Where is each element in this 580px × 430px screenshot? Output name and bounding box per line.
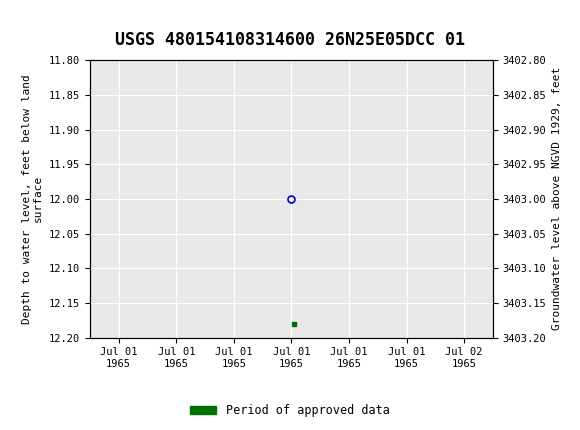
Y-axis label: Depth to water level, feet below land
surface: Depth to water level, feet below land su…	[22, 74, 44, 324]
Legend: Period of approved data: Period of approved data	[186, 399, 394, 422]
Y-axis label: Groundwater level above NGVD 1929, feet: Groundwater level above NGVD 1929, feet	[552, 67, 562, 331]
Text: USGS 480154108314600 26N25E05DCC 01: USGS 480154108314600 26N25E05DCC 01	[115, 31, 465, 49]
Text: ≋USGS: ≋USGS	[9, 12, 96, 33]
